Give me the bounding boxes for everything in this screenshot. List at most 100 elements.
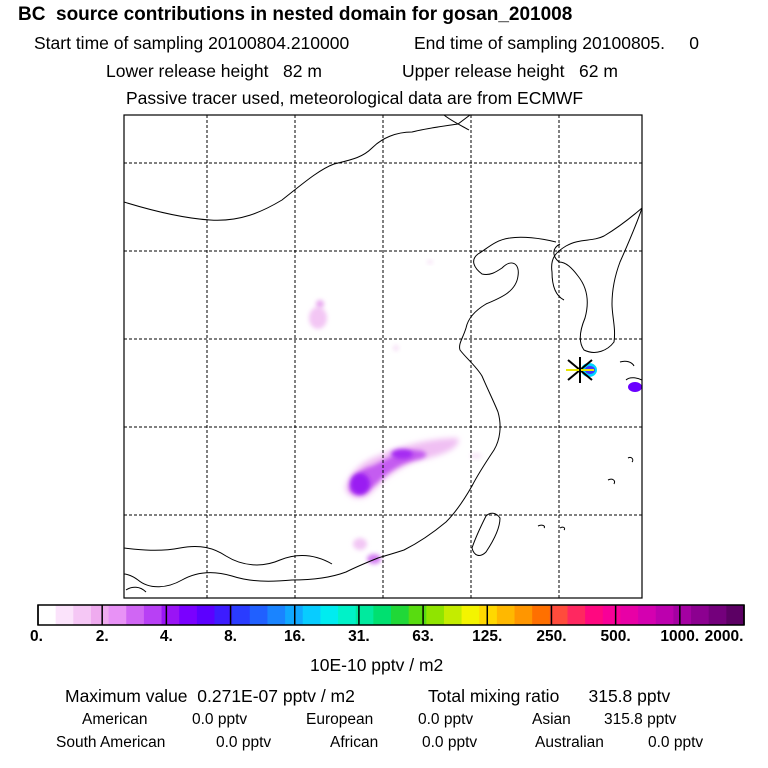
- plume-central-core-2: [391, 449, 413, 459]
- european-value: 0.0 pptv: [418, 711, 474, 728]
- asian-label: Asian: [532, 711, 571, 728]
- plume-dot: [393, 345, 399, 351]
- european-label: European: [306, 711, 374, 728]
- colorbar-cell: [249, 605, 269, 625]
- american-value: 0.0 pptv: [192, 711, 248, 728]
- page-title: BC source contributions in nested domain…: [18, 4, 573, 25]
- colorbar-tick-label: 4.: [159, 628, 173, 645]
- colorbar-cell: [338, 605, 357, 625]
- colorbar-cell: [108, 605, 127, 625]
- colorbar-cell: [408, 605, 427, 625]
- colorbar-cell: [708, 605, 727, 625]
- colorbar-cell: [179, 605, 198, 625]
- colorbar-cell: [126, 605, 145, 625]
- australian-value: 0.0 pptv: [648, 734, 704, 751]
- border-nkorea: [551, 207, 642, 301]
- map-frame: [123, 114, 643, 599]
- american-label: American: [82, 711, 148, 728]
- asian-value: 315.8 pptv: [604, 711, 677, 728]
- colorbar-cell: [691, 605, 710, 625]
- colorbar: [37, 604, 745, 626]
- plume-central-core: [350, 473, 370, 495]
- border-south: [124, 545, 333, 566]
- coast-korea: [553, 207, 642, 353]
- colorbar-cell: [638, 605, 657, 625]
- colorbar-cell: [38, 605, 57, 625]
- colorbar-cell: [620, 605, 639, 625]
- coast-kyushu: [619, 360, 635, 367]
- african-label: African: [330, 734, 379, 751]
- colorbar-cell: [196, 605, 216, 625]
- colorbar-cell: [461, 605, 480, 625]
- colorbar-cell: [532, 605, 551, 625]
- colorbar-cells: [37, 605, 745, 625]
- coast-islet: [607, 478, 615, 485]
- coast-china: [124, 236, 557, 588]
- australian-label: Australian: [535, 734, 604, 751]
- start-time-label: Start time of sampling 20100804.210000: [34, 33, 350, 53]
- colorbar-tick-label: 250.: [536, 628, 567, 645]
- total-mixing-label: Total mixing ratio 315.8 pptv: [428, 686, 671, 706]
- plume-south: [353, 538, 367, 550]
- colorbar-cell: [90, 605, 110, 625]
- colorbar-cell: [655, 605, 674, 625]
- colorbar-cell: [302, 605, 321, 625]
- colorbar-cell: [426, 605, 445, 625]
- plume-north: [309, 307, 327, 329]
- emission-field: [309, 260, 642, 564]
- colorbar-cell: [673, 605, 692, 625]
- lower-release-label: Lower release height 82 m: [106, 61, 322, 81]
- colorbar-cell: [214, 605, 233, 625]
- coast-islet-4: [559, 526, 566, 531]
- colorbar-cell: [585, 605, 604, 625]
- coastlines: [124, 115, 642, 593]
- colorbar-cell: [726, 605, 745, 625]
- south-american-value: 0.0 pptv: [216, 734, 272, 751]
- end-time-label: End time of sampling 20100805. 0: [414, 33, 700, 53]
- colorbar-tick-label: 16.: [283, 628, 306, 645]
- max-value-label: Maximum value 0.271E-07 pptv / m2: [65, 686, 355, 706]
- colorbar-tick-label: 63.: [412, 628, 434, 645]
- colorbar-cell: [267, 605, 286, 625]
- colorbar-cell: [391, 605, 410, 625]
- colorbar-cell: [602, 605, 622, 625]
- border-mongolia: [124, 115, 471, 221]
- colorbar-cell: [355, 605, 374, 625]
- plume-dot-2: [427, 260, 433, 264]
- colorbar-tick-label: 8.: [224, 628, 237, 645]
- tracer-note: Passive tracer used, meteorological data…: [126, 88, 584, 108]
- taiwan: [471, 512, 501, 556]
- map-grid: [124, 115, 642, 598]
- coast-kyushu-2: [625, 377, 642, 381]
- colorbar-cell: [55, 605, 74, 625]
- colorbar-tick-label: 500.: [600, 628, 631, 645]
- colorbar-tick-label: 2.: [95, 628, 109, 645]
- colorbar-cell: [514, 605, 533, 625]
- colorbar-frame: [37, 604, 745, 626]
- coast-island: [125, 586, 147, 593]
- coast-islet-3: [537, 524, 545, 529]
- colorbar-cell: [373, 605, 392, 625]
- south-american-label: South American: [56, 734, 166, 751]
- colorbar-cell: [161, 605, 180, 625]
- plume-north-core: [316, 300, 324, 308]
- upper-release-label: Upper release height 62 m: [402, 61, 618, 81]
- colorbar-cell: [549, 605, 569, 625]
- colorbar-cell: [443, 605, 463, 625]
- colorbar-cell: [496, 605, 516, 625]
- colorbar-tick-label: 0.: [30, 628, 43, 645]
- plume-kyushu: [628, 382, 642, 392]
- colorbar-cell: [479, 605, 498, 625]
- coast-islet-2: [627, 457, 634, 463]
- african-value: 0.0 pptv: [422, 734, 478, 751]
- colorbar-cell: [73, 605, 92, 625]
- colorbar-tick-label: 31.: [348, 628, 370, 645]
- colorbar-tick-label: 1000.: [660, 628, 700, 645]
- colorbar-cell: [567, 605, 586, 625]
- colorbar-cell: [232, 605, 251, 625]
- colorbar-tick-label: 2000.: [704, 628, 744, 645]
- colorbar-cell: [320, 605, 339, 625]
- plume-east: [470, 453, 482, 459]
- colorbar-cell: [143, 605, 163, 625]
